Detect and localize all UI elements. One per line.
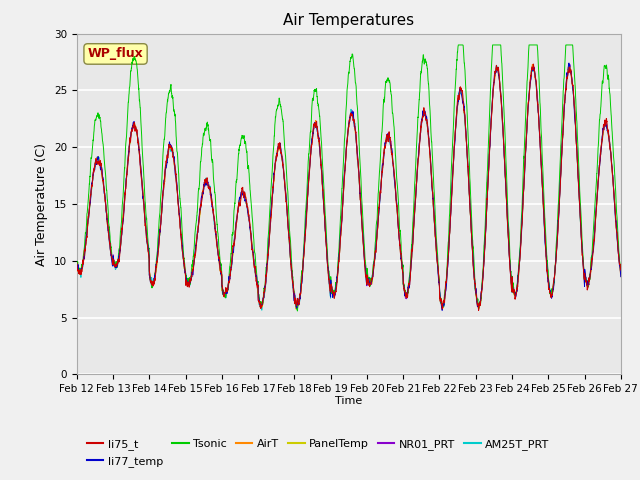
Legend: li75_t, li77_temp, Tsonic, AirT, PanelTemp, NR01_PRT, AM25T_PRT: li75_t, li77_temp, Tsonic, AirT, PanelTe… [83, 435, 554, 471]
Text: WP_flux: WP_flux [88, 48, 143, 60]
X-axis label: Time: Time [335, 396, 362, 406]
Y-axis label: Air Temperature (C): Air Temperature (C) [35, 143, 48, 265]
Title: Air Temperatures: Air Temperatures [284, 13, 414, 28]
